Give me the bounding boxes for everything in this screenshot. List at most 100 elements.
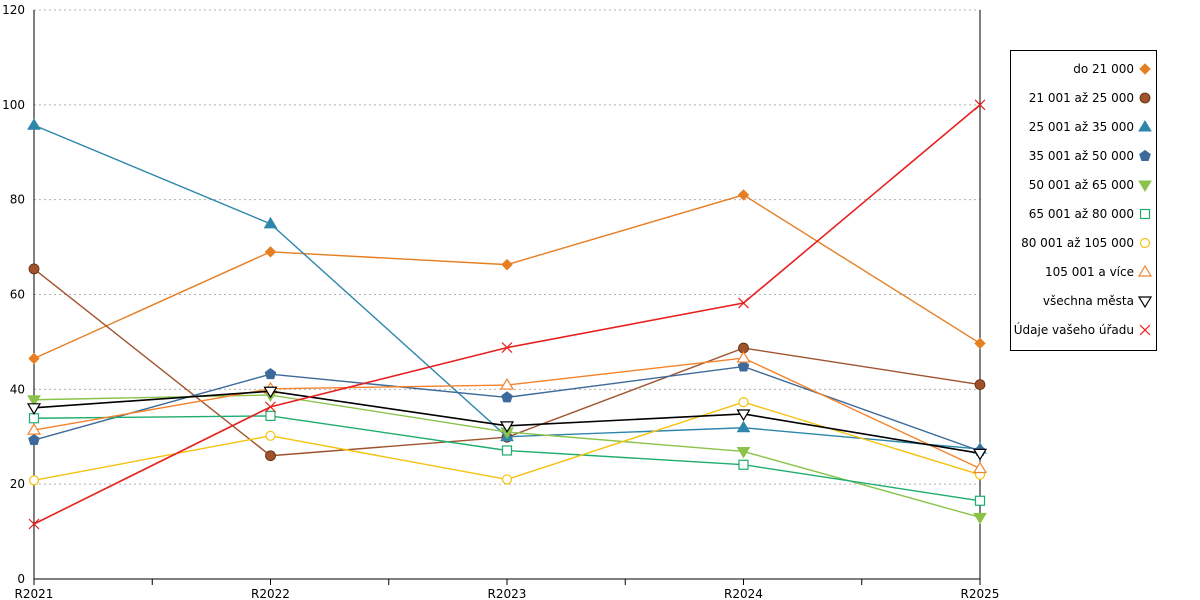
data-point <box>499 421 515 434</box>
legend-marker <box>1139 63 1151 75</box>
data-point <box>28 352 40 365</box>
data-point <box>501 258 513 271</box>
y-tick-label: 60 <box>10 288 25 302</box>
data-point <box>501 342 513 354</box>
legend-marker <box>1138 120 1152 132</box>
data-point <box>972 448 988 461</box>
data-point-stroke <box>265 401 276 413</box>
data-point <box>263 216 278 229</box>
x-tick-label: R2021 <box>15 587 54 600</box>
data-point <box>972 461 988 474</box>
series-1 <box>28 189 986 365</box>
y-tick-label: 120 <box>2 3 25 17</box>
data-point-stroke <box>501 342 513 354</box>
data-point <box>974 379 986 390</box>
data-point-stroke <box>738 297 749 309</box>
axes: 0 20 40 60 80 100 120 R2021 R2022 R2023 R2024 R2025 <box>2 3 999 600</box>
x-tick-label: R2022 <box>251 587 290 600</box>
y-tick-label: 40 <box>10 382 25 396</box>
data-point <box>738 297 749 309</box>
data-point <box>501 445 513 456</box>
series-9 <box>26 386 988 461</box>
x-tick-label: R2024 <box>724 587 763 600</box>
data-point <box>736 409 751 422</box>
legend-box <box>1010 50 1157 351</box>
legend-item: 25 001 až 35 000 <box>1029 120 1152 134</box>
legend-label: 21 001 až 25 000 <box>1029 91 1134 105</box>
data-point <box>974 99 986 111</box>
data-point <box>737 360 750 372</box>
legend-marker <box>1139 324 1151 336</box>
data-point <box>265 450 276 462</box>
data-point <box>974 337 986 350</box>
data-point <box>27 395 41 407</box>
legend-marker <box>1139 208 1151 220</box>
data-point <box>264 246 277 258</box>
data-point-stroke <box>1139 324 1151 336</box>
data-point <box>736 420 751 433</box>
data-point <box>736 446 751 459</box>
legend-label: 25 001 až 35 000 <box>1029 120 1134 134</box>
legend-item: 35 001 až 50 000 <box>1029 149 1151 163</box>
legend-label: 50 001 až 65 000 <box>1029 178 1134 192</box>
data-point <box>28 518 40 530</box>
legend-item: 21 001 až 25 000 <box>1029 91 1151 105</box>
legend-marker <box>1137 296 1153 309</box>
legend-item: Údaje vašeho úřadu <box>1014 322 1151 337</box>
data-point <box>263 386 278 399</box>
data-point <box>28 433 40 446</box>
legend-label: 35 001 až 50 000 <box>1029 149 1134 163</box>
data-point <box>973 512 987 525</box>
data-point <box>28 263 40 275</box>
legend-label: Údaje vašeho úřadu <box>1014 322 1134 337</box>
legend-label: všechna města <box>1043 294 1134 308</box>
y-tick-label: 0 <box>17 572 25 586</box>
data-point <box>28 413 40 424</box>
series-line <box>33 394 981 519</box>
legend: do 21 000 21 001 až 25 000 25 001 až 35 00… <box>1010 50 1157 351</box>
series-line <box>33 194 981 360</box>
y-tick-label: 100 <box>2 98 25 112</box>
y-tick-label: 20 <box>10 477 25 491</box>
data-point <box>26 403 42 415</box>
legend-label: 105 001 a více <box>1045 265 1134 279</box>
legend-item: 105 001 a více <box>1045 264 1153 279</box>
series-3 <box>27 118 987 454</box>
legend-marker <box>1137 264 1153 277</box>
data-point <box>501 474 513 485</box>
series-10 <box>28 99 986 530</box>
data-point <box>265 401 276 413</box>
data-point <box>974 495 986 506</box>
series-line <box>33 104 981 525</box>
data-point <box>501 391 513 403</box>
data-point <box>265 410 276 421</box>
legend-label: 65 001 až 80 000 <box>1029 207 1134 221</box>
data-point <box>265 430 276 441</box>
data-point-stroke <box>974 99 986 111</box>
legend-marker <box>1138 180 1152 192</box>
x-tick-label: R2023 <box>488 587 527 600</box>
data-point <box>736 350 751 363</box>
data-point <box>264 368 277 380</box>
data-point-stroke <box>28 518 40 530</box>
legend-item: 50 001 až 65 000 <box>1029 178 1152 192</box>
x-tick-label: R2025 <box>961 587 1000 600</box>
series-6 <box>28 410 986 506</box>
legend-item: do 21 000 <box>1073 62 1151 76</box>
legend-label: 80 001 až 105 000 <box>1021 236 1134 250</box>
legend-label: do 21 000 <box>1073 62 1134 76</box>
series-5 <box>27 390 987 525</box>
legend-marker <box>1139 237 1151 249</box>
data-point <box>738 459 749 470</box>
series-group <box>26 99 988 530</box>
data-point <box>28 475 40 486</box>
legend-marker <box>1139 149 1151 161</box>
data-point <box>26 422 42 435</box>
data-point <box>27 118 41 130</box>
legend-marker <box>1139 92 1151 104</box>
legend-item: 80 001 až 105 000 <box>1021 236 1151 250</box>
data-point <box>738 397 749 408</box>
y-tick-label: 80 <box>10 193 25 207</box>
data-point <box>499 377 515 390</box>
